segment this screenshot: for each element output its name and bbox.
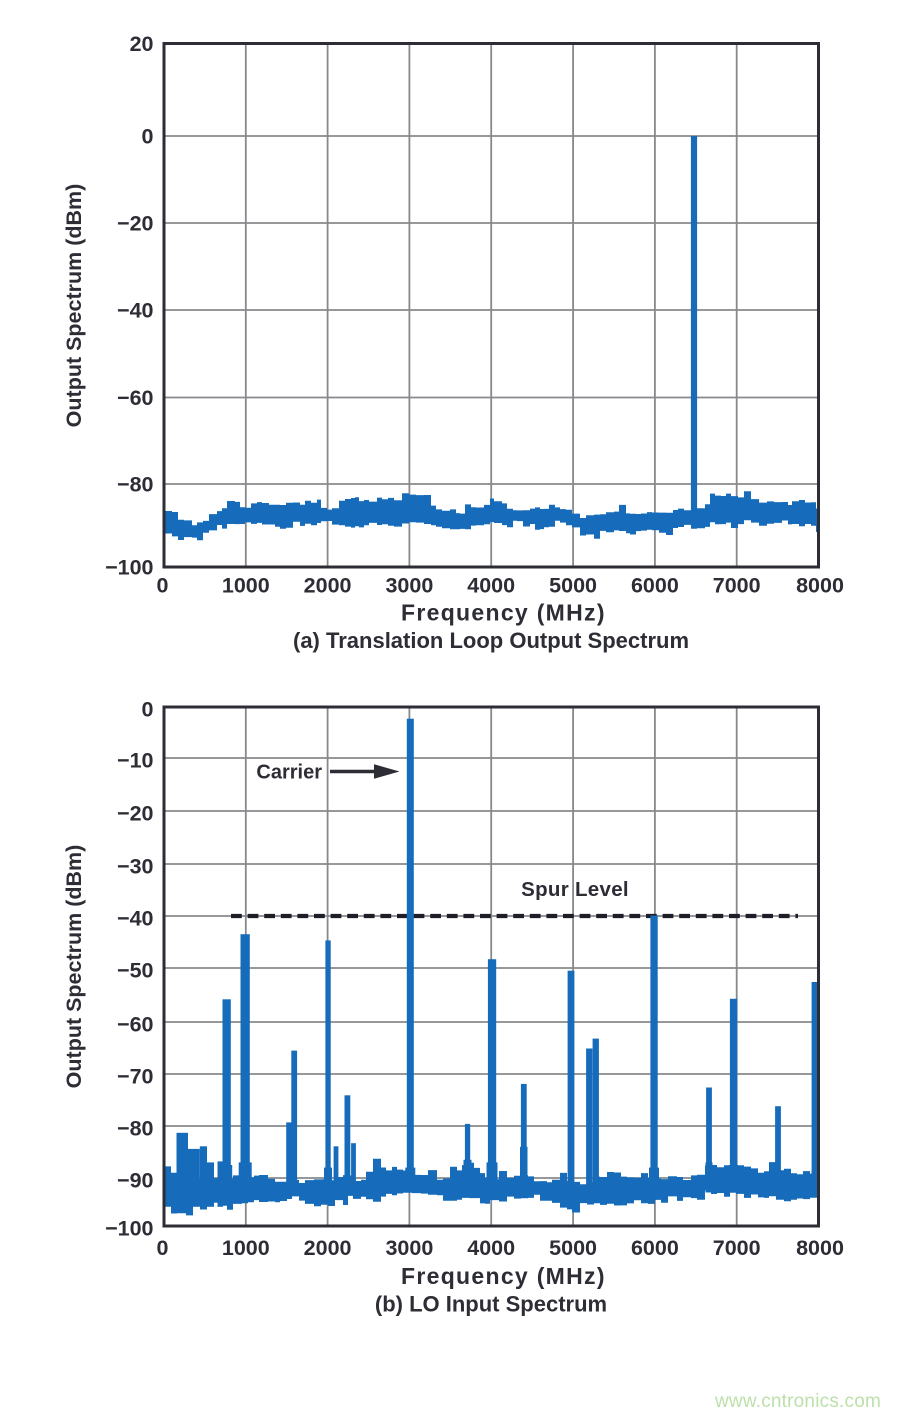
svg-text:7000: 7000 (713, 573, 761, 597)
svg-text:(b) LO Input Spectrum: (b) LO Input Spectrum (375, 1291, 607, 1316)
svg-text:−10: −10 (117, 748, 154, 772)
svg-text:0: 0 (142, 125, 154, 149)
svg-text:Output Spectrum (dBm): Output Spectrum (dBm) (62, 845, 86, 1089)
svg-text:1000: 1000 (222, 573, 270, 597)
svg-text:0: 0 (157, 573, 169, 597)
svg-text:2000: 2000 (304, 1236, 352, 1260)
svg-text:−20: −20 (117, 212, 154, 236)
svg-text:Output Spectrum (dBm): Output Spectrum (dBm) (62, 184, 86, 428)
svg-text:−90: −90 (117, 1168, 154, 1192)
svg-text:7000: 7000 (713, 1236, 761, 1260)
svg-text:6000: 6000 (631, 573, 679, 597)
svg-text:8000: 8000 (796, 1236, 844, 1260)
svg-text:6000: 6000 (631, 1236, 679, 1260)
svg-text:8000: 8000 (796, 573, 844, 597)
svg-text:3000: 3000 (385, 573, 433, 597)
svg-text:−100: −100 (105, 1216, 153, 1240)
svg-text:0: 0 (142, 697, 154, 721)
svg-text:−70: −70 (117, 1064, 154, 1088)
svg-text:−80: −80 (117, 1116, 154, 1140)
svg-text:−50: −50 (117, 958, 154, 982)
svg-text:Frequency (MHz): Frequency (MHz) (401, 1263, 606, 1289)
svg-text:1000: 1000 (222, 1236, 270, 1260)
svg-text:Frequency (MHz): Frequency (MHz) (401, 599, 606, 625)
svg-text:−40: −40 (117, 906, 154, 930)
svg-text:(a) Translation Loop Output Sp: (a) Translation Loop Output Spectrum (293, 628, 689, 653)
svg-text:Carrier: Carrier (256, 762, 322, 784)
svg-text:20: 20 (130, 32, 154, 56)
svg-text:3000: 3000 (385, 1236, 433, 1260)
svg-text:−80: −80 (117, 473, 154, 497)
svg-text:4000: 4000 (467, 573, 515, 597)
svg-text:4000: 4000 (467, 1236, 515, 1260)
svg-text:Spur Level: Spur Level (521, 878, 629, 901)
svg-text:−60: −60 (117, 386, 154, 410)
svg-text:−40: −40 (117, 299, 154, 323)
svg-text:5000: 5000 (549, 573, 597, 597)
svg-text:www.cntronics.com: www.cntronics.com (714, 1391, 881, 1412)
svg-text:−60: −60 (117, 1012, 154, 1036)
svg-text:−100: −100 (105, 556, 153, 580)
svg-text:−20: −20 (117, 801, 154, 825)
svg-text:5000: 5000 (549, 1236, 597, 1260)
svg-text:−30: −30 (117, 854, 154, 878)
svg-text:2000: 2000 (304, 573, 352, 597)
svg-text:0: 0 (157, 1236, 169, 1260)
